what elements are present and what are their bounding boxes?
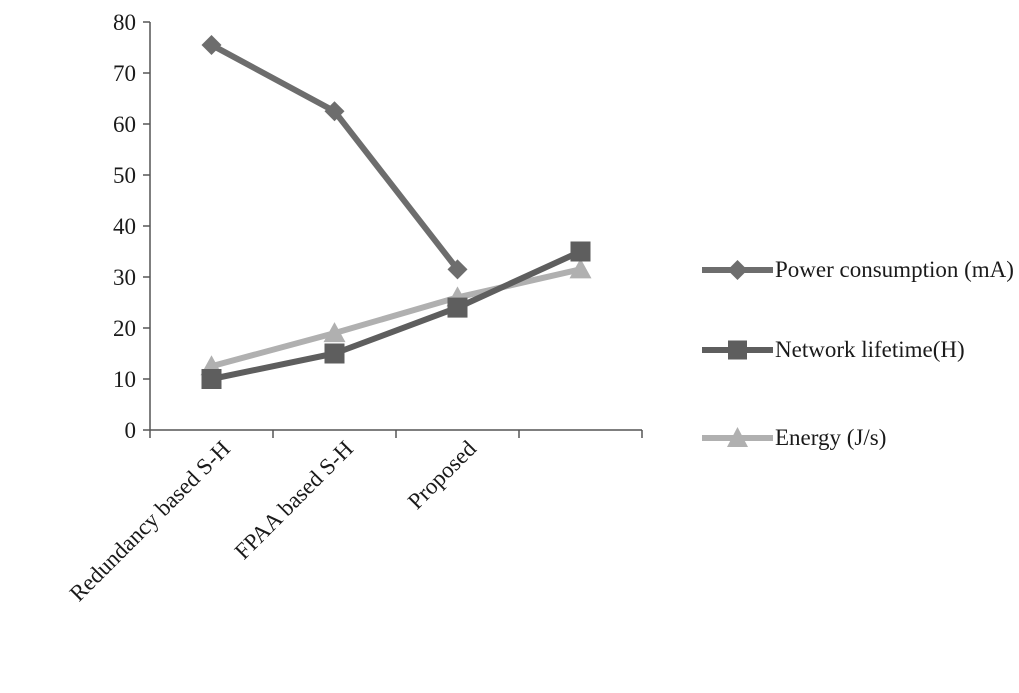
legend-item-energy: Energy (J/s) <box>700 418 1019 488</box>
data-point <box>201 369 222 389</box>
y-tick-label: 70 <box>113 61 136 86</box>
diamond-marker-icon <box>702 260 773 280</box>
x-tick-label: Redundancy based S-H <box>65 436 235 606</box>
series-line <box>210 266 582 370</box>
y-tick-label: 80 <box>113 10 136 35</box>
series-layer <box>200 34 592 389</box>
x-tick-label: FPAA based S-H <box>230 436 358 564</box>
y-tick-label: 20 <box>113 316 136 341</box>
data-point <box>323 322 346 343</box>
series-1 <box>201 241 591 389</box>
legend-label-network: Network lifetime(H) <box>775 337 965 362</box>
legend-label-power: Power consumption (mA) <box>775 257 1014 282</box>
legend: Power consumption (mA) Network lifetime(… <box>700 250 1019 470</box>
data-point <box>324 343 345 364</box>
legend-label-energy: Energy (J/s) <box>775 425 887 450</box>
y-tick-label: 10 <box>113 367 136 392</box>
data-point <box>447 297 468 318</box>
x-tick-label: Proposed <box>403 436 482 515</box>
legend-item-power: Power consumption (mA) <box>700 250 1019 320</box>
y-tick-label: 40 <box>113 214 136 239</box>
axes: 0 10 20 30 40 50 60 70 80 Redundancy based S-HFPA… <box>65 10 643 606</box>
data-point <box>201 34 222 55</box>
y-tick-label: 30 <box>113 265 136 290</box>
data-point <box>324 101 345 122</box>
data-point <box>569 258 592 279</box>
square-marker-icon <box>702 340 773 360</box>
data-point <box>570 241 591 262</box>
y-tick-label: 60 <box>113 112 136 137</box>
y-tick-label: 50 <box>113 163 136 188</box>
series-0 <box>201 34 468 280</box>
legend-item-network: Network lifetime(H) <box>700 330 1019 410</box>
series-line <box>210 42 460 272</box>
y-tick-label: 0 <box>125 418 137 443</box>
triangle-marker-icon <box>702 427 773 447</box>
series-line <box>210 248 582 382</box>
data-point <box>447 259 468 280</box>
